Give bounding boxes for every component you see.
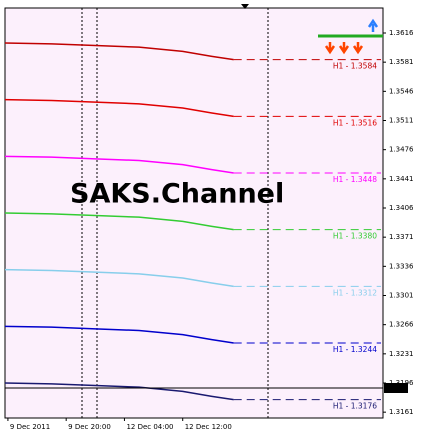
x-tick-label: 12 Dec 04:00	[126, 423, 173, 431]
chart-title: SAKS.Channel	[70, 179, 284, 210]
y-tick-label: 1.3441	[389, 175, 414, 183]
channel-line	[4, 98, 234, 118]
x-tick-label: 9 Dec 2011	[10, 423, 50, 431]
channel-line	[4, 382, 234, 401]
level-label: H1 - 1.3176	[333, 402, 377, 411]
y-tick-label: 1.3616	[389, 29, 414, 37]
level-label: H1 - 1.3312	[333, 288, 377, 297]
channel-line	[4, 155, 234, 174]
x-tick-label: 12 Dec 12:00	[185, 423, 232, 431]
y-tick-label: 1.3336	[389, 262, 414, 270]
level-label: H1 - 1.3244	[333, 345, 377, 354]
level-label: H1 - 1.3380	[333, 232, 377, 241]
channel-line	[4, 325, 234, 344]
current-price-label: 1.319	[386, 384, 406, 392]
plot-area	[4, 7, 384, 419]
shift-marker	[241, 4, 249, 9]
channel-line	[4, 212, 234, 231]
y-tick-label: 1.3266	[389, 321, 414, 329]
channel-line	[4, 268, 234, 288]
y-tick-label: 1.3511	[389, 117, 414, 125]
y-tick-label: 1.3546	[389, 87, 414, 95]
y-tick-label: 1.3371	[389, 233, 414, 241]
current-price-box	[384, 383, 408, 393]
y-tick-label: 1.3581	[389, 58, 414, 66]
level-label: H1 - 1.3516	[333, 118, 377, 127]
level-label: H1 - 1.3448	[333, 175, 377, 184]
level-label: H1 - 1.3584	[333, 62, 377, 71]
y-tick-label: 1.3476	[389, 146, 414, 154]
y-tick-label: 1.3161	[389, 408, 414, 416]
channel-line	[4, 42, 234, 61]
y-tick-label: 1.3301	[389, 292, 414, 300]
x-tick-label: 9 Dec 20:00	[68, 423, 111, 431]
down-arrows	[324, 42, 364, 55]
y-tick-label: 1.3406	[389, 204, 414, 212]
y-tick-label: 1.3231	[389, 350, 414, 358]
up-arrow	[367, 18, 379, 32]
